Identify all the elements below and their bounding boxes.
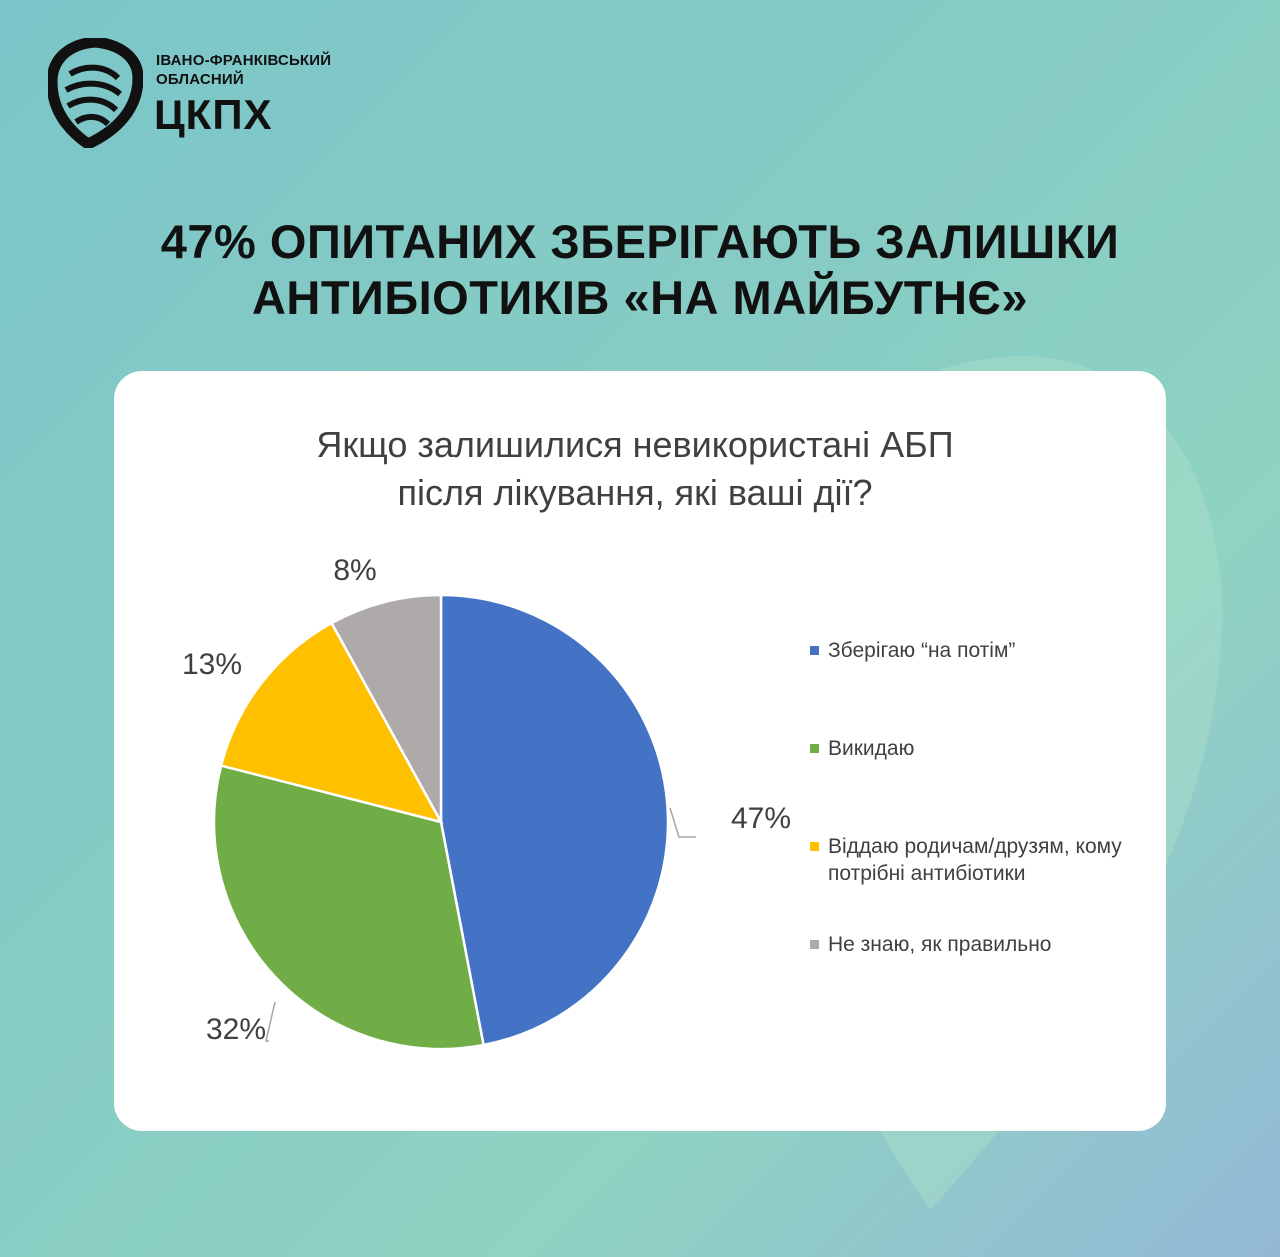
legend-label-3: Віддаю родичам/друзям, кому потрібні ант… (828, 835, 1122, 885)
data-label-1: 47% (731, 802, 791, 835)
headline-line-1: 47% ОПИТАНИХ ЗБЕРІГАЮТЬ ЗАЛИШКИ (160, 215, 1120, 268)
pie-slice-3 (219, 621, 444, 824)
pie-chart: 47% 32% 13% 8% (182, 554, 791, 1051)
chart-card: 47% 32% 13% 8% Зберігаю “на потім” Викидаю Ві… (114, 371, 1166, 1131)
legend-swatch-4 (810, 940, 819, 949)
pie-slice-1 (439, 593, 670, 1047)
pie-slice-2 (212, 764, 485, 1051)
chart-title-line-1: Якщо залишилися невикористані АБП (316, 424, 954, 465)
brand-line-1: ІВАНО-ФРАНКІВСЬКИЙ (156, 52, 332, 69)
brand-line-2: ОБЛАСНИЙ (156, 71, 244, 88)
legend-swatch-1 (810, 646, 819, 655)
chart-title-line-2: після лікування, які ваші дії? (397, 472, 873, 513)
brand-logo: ІВАНО-ФРАНКІВСЬКИЙ ОБЛАСНИЙ ЦКПХ (48, 38, 368, 148)
legend-label-4: Не знаю, як правильно (828, 933, 1052, 956)
leader-line-1 (669, 807, 696, 838)
data-label-3: 13% (182, 648, 242, 681)
data-label-4: 8% (333, 554, 376, 587)
pie-slice-4 (329, 593, 443, 823)
legend-swatch-3 (810, 842, 819, 851)
leader-line-2 (265, 1001, 276, 1042)
headline-line-2: АНТИБІОТИКІВ «НА МАЙБУТНЄ» (251, 271, 1029, 324)
brand-line-3: ЦКПХ (154, 91, 273, 138)
legend-label-2: Викидаю (828, 737, 915, 760)
shield-stripes-icon (48, 38, 143, 148)
legend-swatch-2 (810, 744, 819, 753)
chart-title: Якщо залишилися невикористані АБП після л… (0, 421, 1270, 517)
headline: 47% ОПИТАНИХ ЗБЕРІГАЮТЬ ЗАЛИШКИ АНТИБІОТ… (0, 214, 1280, 326)
data-label-2: 32% (206, 1013, 266, 1046)
legend-label-1: Зберігаю “на потім” (828, 639, 1016, 662)
